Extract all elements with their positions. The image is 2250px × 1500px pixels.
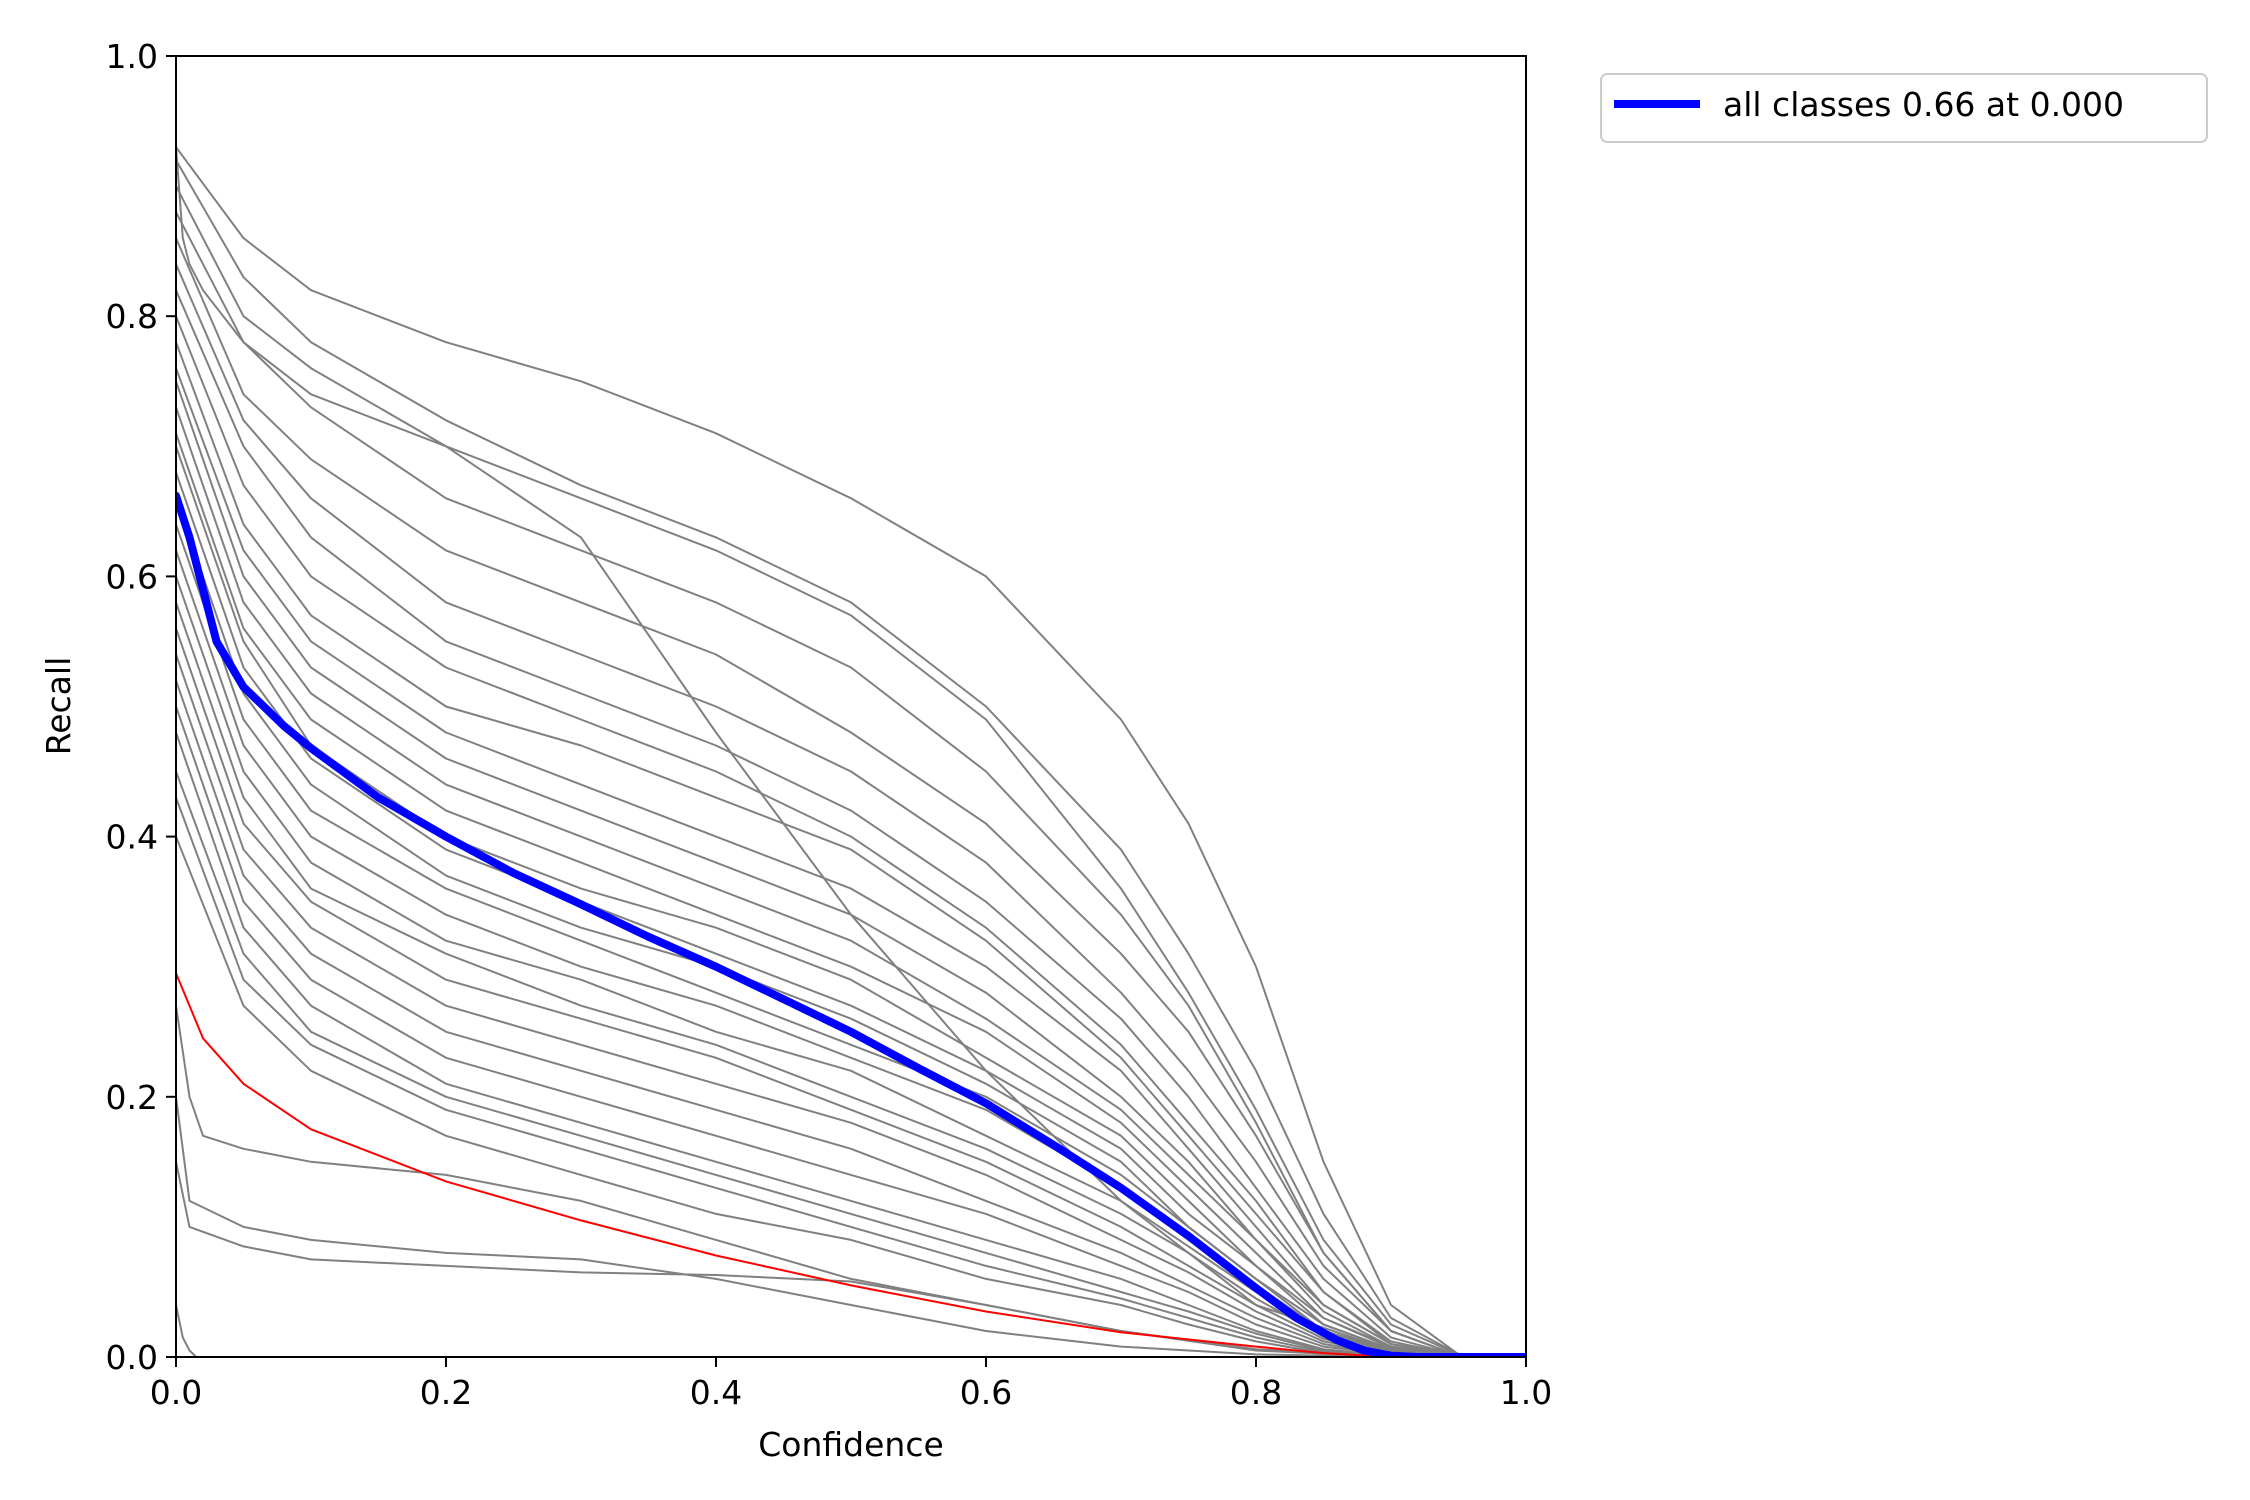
class-series-line-7: [176, 289, 1526, 1357]
axes-layer: 0.0 0.2 0.4 0.6 0.8 1.0 0.0 0.2 0.4 0.6 0.8 1.0: [106, 37, 1553, 1412]
y-tick-label: 0.2: [106, 1078, 158, 1117]
y-axis-label: Recall: [39, 657, 78, 755]
class-series-line-5: [176, 237, 1526, 1357]
class-series-line-14: [176, 445, 1526, 1357]
legend-label-all-classes: all classes 0.66 at 0.000: [1723, 85, 2124, 124]
y-tick-label: 0.0: [106, 1338, 158, 1377]
x-axis-label: Confidence: [758, 1425, 944, 1464]
x-tick-label: 0.8: [1230, 1373, 1282, 1412]
class-series-line-16: [176, 497, 1526, 1357]
class-series-line-32: [176, 147, 1526, 1357]
y-tick-label: 0.8: [106, 297, 158, 336]
class-series-line-31: [176, 1005, 1526, 1357]
x-tick-label: 0.4: [690, 1373, 742, 1412]
class-series-line-33: [176, 1304, 197, 1357]
class-series-line-9: [176, 341, 1526, 1357]
class-series-line-3: [176, 185, 1526, 1357]
series-layer: [176, 146, 1526, 1357]
class-series-line-6: [176, 263, 1526, 1357]
class-series-line-2: [176, 159, 1526, 1357]
class-series-line-30: [176, 1161, 1526, 1357]
legend: all classes 0.66 at 0.000: [1600, 73, 2208, 143]
class-series-line-18: [176, 550, 1526, 1357]
legend-box: [1600, 73, 2208, 143]
x-tick-label: 1.0: [1500, 1373, 1552, 1412]
x-tick-label: 0.2: [420, 1373, 472, 1412]
x-tick-label: 0.0: [150, 1373, 202, 1412]
x-tick-label: 0.6: [960, 1373, 1012, 1412]
class-series-line-11: [176, 380, 1526, 1357]
class-series-line-20: [176, 602, 1526, 1357]
plot-frame: [175, 55, 1527, 1358]
y-tick-label: 0.6: [106, 557, 158, 596]
class-series-line-12: [176, 406, 1526, 1357]
class-series-line-1: [176, 146, 1526, 1357]
class-series-line-29: [176, 1096, 1526, 1357]
class-series-line-8: [176, 315, 1526, 1357]
y-tick-label: 0.4: [106, 818, 158, 857]
highlight-series-line: [176, 972, 1526, 1357]
all-classes-series-line: [176, 491, 1526, 1357]
y-tick-label: 1.0: [106, 37, 158, 76]
